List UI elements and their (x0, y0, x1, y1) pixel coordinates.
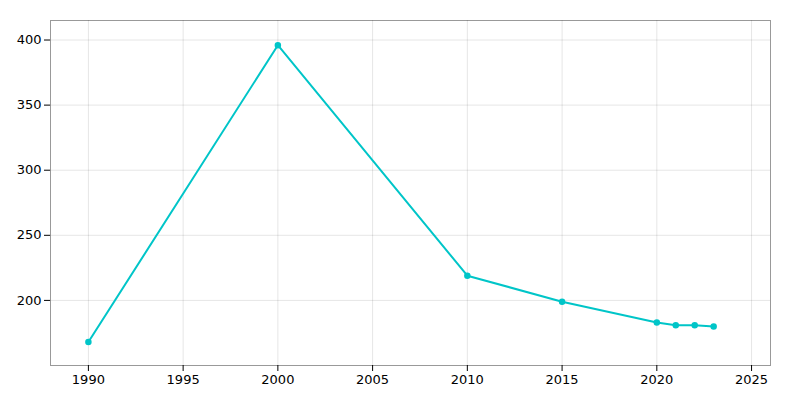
svg-text:300: 300 (17, 162, 42, 177)
svg-text:2010: 2010 (451, 372, 484, 387)
svg-text:2015: 2015 (546, 372, 579, 387)
svg-text:350: 350 (17, 97, 42, 112)
svg-text:2005: 2005 (356, 372, 389, 387)
svg-text:2000: 2000 (261, 372, 294, 387)
svg-text:400: 400 (17, 32, 42, 47)
svg-text:2025: 2025 (735, 372, 768, 387)
svg-text:250: 250 (17, 227, 42, 242)
svg-text:1990: 1990 (72, 372, 105, 387)
svg-text:200: 200 (17, 293, 42, 308)
svg-text:2020: 2020 (640, 372, 673, 387)
svg-text:1995: 1995 (167, 372, 200, 387)
